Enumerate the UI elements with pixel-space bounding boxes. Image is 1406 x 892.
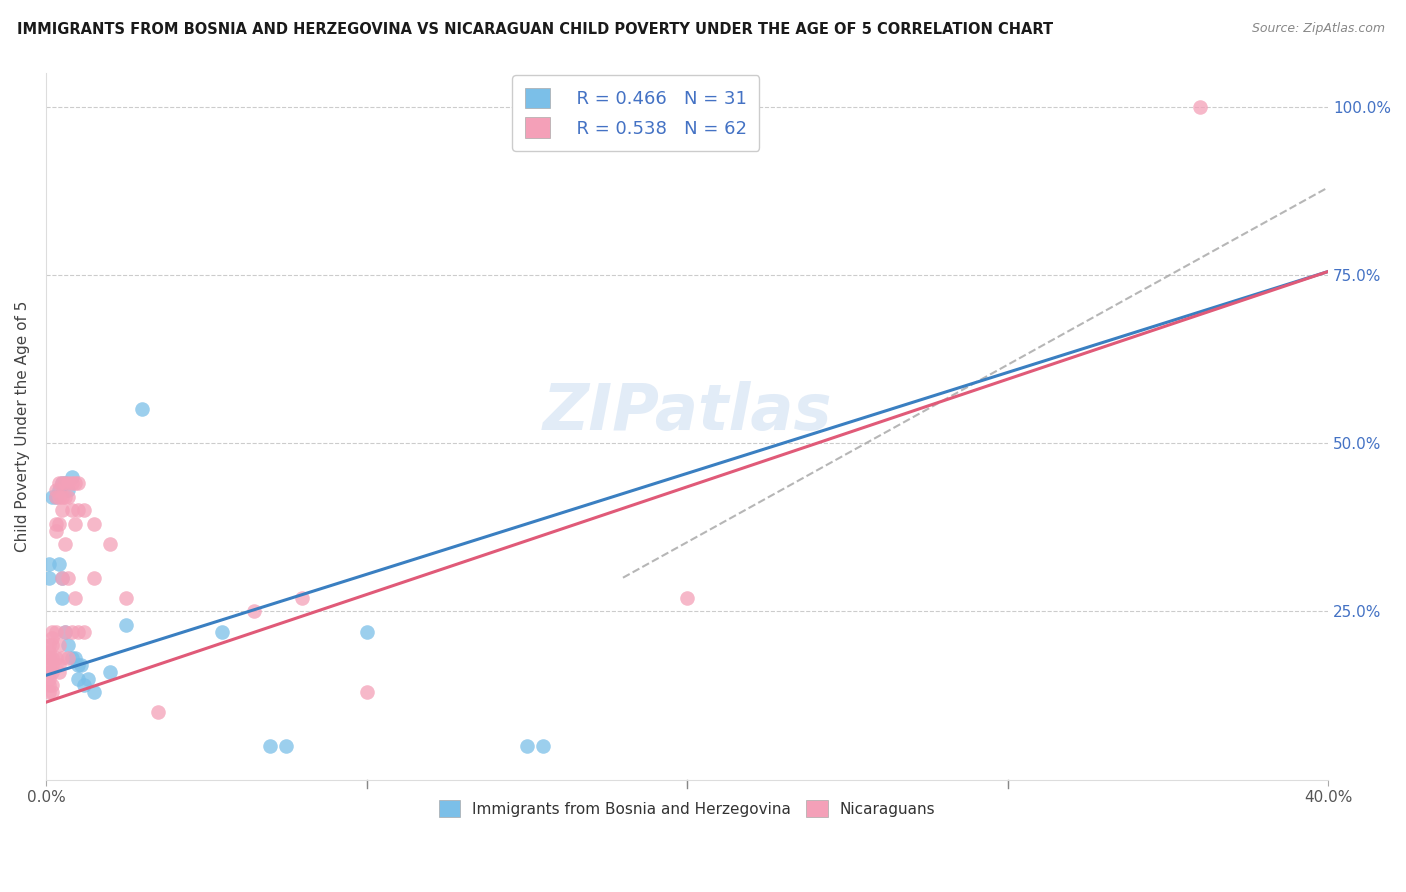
Point bbox=[41, 638, 63, 652]
Point bbox=[48, 483, 70, 498]
Point bbox=[51, 490, 73, 504]
Point bbox=[53, 624, 76, 639]
Point bbox=[356, 624, 378, 639]
Point bbox=[83, 685, 105, 699]
Y-axis label: Child Poverty Under the Age of 5: Child Poverty Under the Age of 5 bbox=[15, 301, 30, 552]
Point bbox=[51, 476, 73, 491]
Point bbox=[66, 672, 89, 686]
Point bbox=[41, 685, 63, 699]
Point bbox=[83, 516, 105, 531]
Point bbox=[41, 658, 63, 673]
Point bbox=[41, 624, 63, 639]
Point bbox=[58, 651, 80, 665]
Point bbox=[60, 469, 83, 483]
Point bbox=[60, 476, 83, 491]
Point bbox=[531, 739, 554, 753]
Point bbox=[60, 651, 83, 665]
Point bbox=[51, 571, 73, 585]
Point bbox=[98, 537, 121, 551]
Point bbox=[516, 739, 538, 753]
Text: ZIPatlas: ZIPatlas bbox=[543, 381, 832, 443]
Point bbox=[115, 591, 138, 605]
Point bbox=[48, 658, 70, 673]
Point bbox=[131, 402, 153, 417]
Point bbox=[38, 571, 60, 585]
Point bbox=[83, 571, 105, 585]
Point bbox=[38, 678, 60, 692]
Point bbox=[53, 624, 76, 639]
Point bbox=[63, 476, 86, 491]
Point bbox=[51, 571, 73, 585]
Point bbox=[676, 591, 699, 605]
Point bbox=[41, 665, 63, 679]
Point bbox=[38, 658, 60, 673]
Point bbox=[45, 490, 67, 504]
Point bbox=[48, 490, 70, 504]
Point bbox=[53, 476, 76, 491]
Point bbox=[38, 558, 60, 572]
Point bbox=[38, 638, 60, 652]
Point bbox=[60, 503, 83, 517]
Point bbox=[60, 624, 83, 639]
Point bbox=[45, 524, 67, 538]
Point bbox=[66, 624, 89, 639]
Point bbox=[73, 503, 96, 517]
Text: Source: ZipAtlas.com: Source: ZipAtlas.com bbox=[1251, 22, 1385, 36]
Point bbox=[63, 516, 86, 531]
Point bbox=[146, 706, 169, 720]
Legend: Immigrants from Bosnia and Herzegovina, Nicaraguans: Immigrants from Bosnia and Herzegovina, … bbox=[430, 792, 943, 825]
Point bbox=[70, 658, 93, 673]
Point bbox=[98, 665, 121, 679]
Point bbox=[48, 638, 70, 652]
Point bbox=[63, 591, 86, 605]
Point bbox=[1188, 100, 1211, 114]
Point bbox=[38, 651, 60, 665]
Point bbox=[58, 490, 80, 504]
Point bbox=[66, 658, 89, 673]
Point bbox=[76, 672, 98, 686]
Point bbox=[356, 685, 378, 699]
Point bbox=[51, 651, 73, 665]
Point bbox=[51, 476, 73, 491]
Point bbox=[211, 624, 233, 639]
Point bbox=[58, 476, 80, 491]
Point bbox=[45, 651, 67, 665]
Point bbox=[41, 632, 63, 646]
Point bbox=[38, 645, 60, 659]
Point bbox=[53, 537, 76, 551]
Text: IMMIGRANTS FROM BOSNIA AND HERZEGOVINA VS NICARAGUAN CHILD POVERTY UNDER THE AGE: IMMIGRANTS FROM BOSNIA AND HERZEGOVINA V… bbox=[17, 22, 1053, 37]
Point bbox=[58, 483, 80, 498]
Point bbox=[73, 678, 96, 692]
Point bbox=[45, 516, 67, 531]
Point bbox=[243, 604, 266, 618]
Point bbox=[45, 483, 67, 498]
Point bbox=[38, 665, 60, 679]
Point bbox=[58, 571, 80, 585]
Point bbox=[51, 591, 73, 605]
Point bbox=[45, 624, 67, 639]
Point bbox=[51, 503, 73, 517]
Point bbox=[45, 490, 67, 504]
Point bbox=[48, 558, 70, 572]
Point bbox=[259, 739, 281, 753]
Point bbox=[38, 685, 60, 699]
Point bbox=[73, 624, 96, 639]
Point bbox=[115, 617, 138, 632]
Point bbox=[48, 665, 70, 679]
Point bbox=[38, 672, 60, 686]
Point bbox=[276, 739, 298, 753]
Point bbox=[53, 476, 76, 491]
Point bbox=[41, 651, 63, 665]
Point bbox=[66, 476, 89, 491]
Point bbox=[66, 503, 89, 517]
Point bbox=[48, 476, 70, 491]
Point bbox=[63, 651, 86, 665]
Point bbox=[41, 490, 63, 504]
Point bbox=[291, 591, 314, 605]
Point bbox=[48, 516, 70, 531]
Point bbox=[58, 638, 80, 652]
Point bbox=[53, 490, 76, 504]
Point bbox=[41, 678, 63, 692]
